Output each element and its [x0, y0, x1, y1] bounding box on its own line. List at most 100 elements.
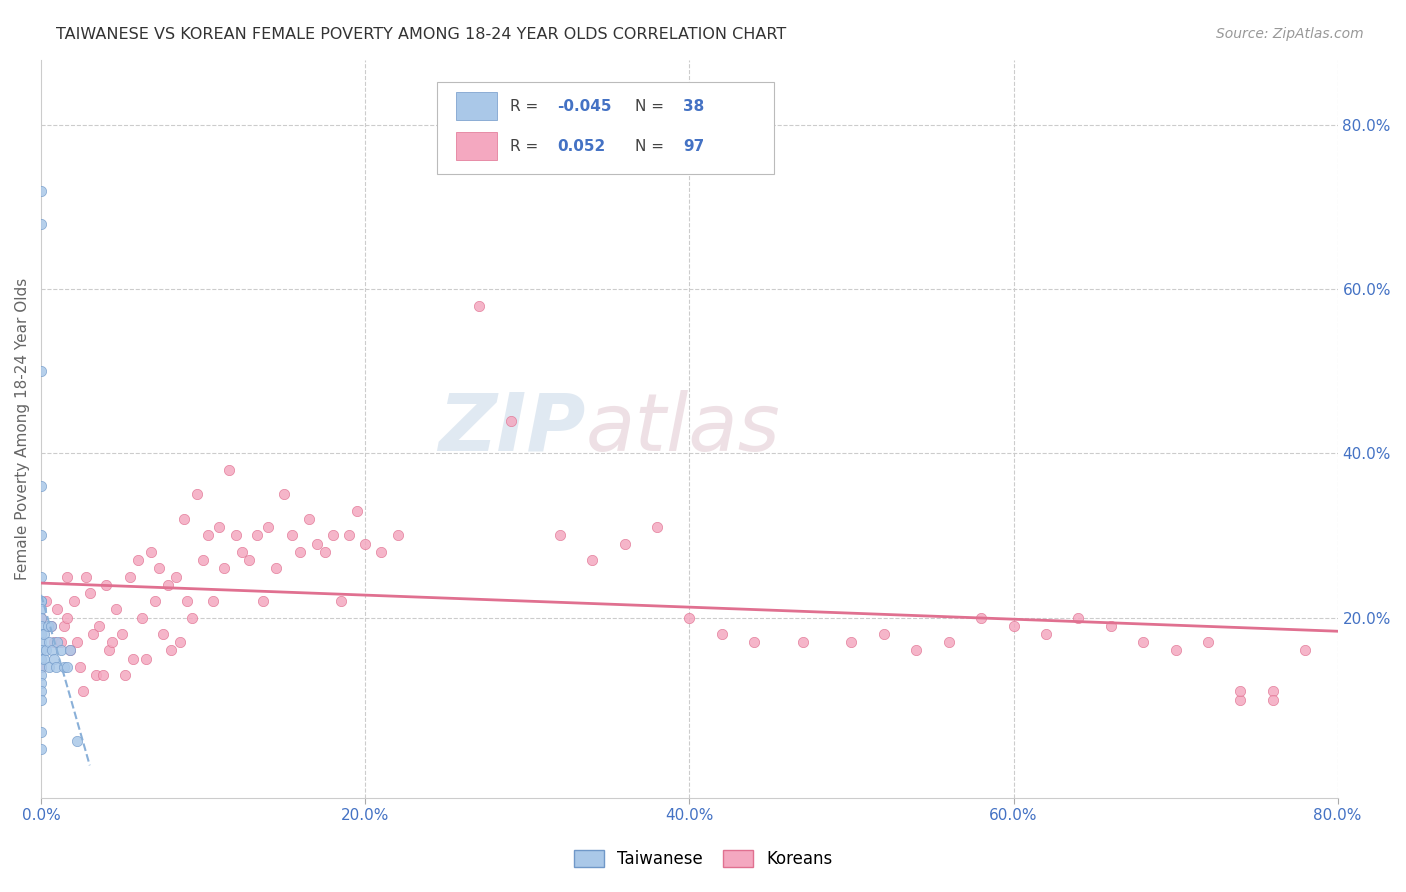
Point: [120, 569, 142, 583]
Point: [30, 364, 52, 378]
Point: [346, 504, 368, 518]
Point: [173, 512, 195, 526]
Point: [290, 545, 312, 559]
Point: [30, 610, 52, 624]
Point: [143, 594, 166, 608]
Point: [30, 217, 52, 231]
Point: [1294, 643, 1316, 657]
Point: [180, 610, 202, 624]
Point: [66, 733, 89, 747]
Point: [34, 627, 56, 641]
Point: [141, 545, 163, 559]
Point: [30, 651, 52, 665]
Point: [45, 660, 67, 674]
Point: [1002, 619, 1025, 633]
Point: [30, 635, 52, 649]
Point: [39, 619, 62, 633]
Point: [169, 635, 191, 649]
Point: [84, 668, 107, 682]
Text: N =: N =: [636, 138, 669, 153]
Point: [970, 610, 993, 624]
Point: [225, 528, 247, 542]
Point: [264, 561, 287, 575]
Point: [742, 635, 765, 649]
Point: [94, 578, 117, 592]
Text: R =: R =: [510, 99, 544, 113]
Point: [337, 528, 360, 542]
Point: [39, 619, 62, 633]
Point: [938, 635, 960, 649]
Point: [30, 692, 52, 706]
Point: [159, 643, 181, 657]
Point: [1164, 643, 1187, 657]
Text: R =: R =: [510, 138, 548, 153]
Point: [1035, 627, 1057, 641]
Point: [613, 537, 636, 551]
Point: [1132, 635, 1154, 649]
Point: [148, 561, 170, 575]
Text: 38: 38: [683, 99, 704, 113]
Point: [322, 528, 344, 542]
Point: [501, 414, 523, 428]
Point: [197, 528, 219, 542]
Point: [208, 520, 231, 534]
Point: [792, 635, 814, 649]
Legend: Taiwanese, Koreans: Taiwanese, Koreans: [567, 843, 839, 875]
Point: [314, 545, 336, 559]
Point: [905, 643, 928, 657]
Point: [1067, 610, 1090, 624]
Text: -0.045: -0.045: [557, 99, 612, 113]
Point: [841, 635, 863, 649]
Text: TAIWANESE VS KOREAN FEMALE POVERTY AMONG 18-24 YEAR OLDS CORRELATION CHART: TAIWANESE VS KOREAN FEMALE POVERTY AMONG…: [56, 27, 786, 42]
Point: [467, 299, 489, 313]
Point: [193, 553, 215, 567]
Point: [46, 602, 69, 616]
Point: [76, 569, 98, 583]
Point: [69, 660, 91, 674]
Point: [30, 594, 52, 608]
Point: [152, 627, 174, 641]
Point: [114, 668, 136, 682]
Point: [1229, 684, 1251, 698]
Point: [49, 635, 72, 649]
Point: [370, 545, 392, 559]
Point: [35, 594, 58, 608]
Text: 97: 97: [683, 138, 704, 153]
Point: [30, 643, 52, 657]
Point: [30, 610, 52, 624]
Point: [548, 528, 571, 542]
Point: [30, 619, 52, 633]
Point: [127, 553, 149, 567]
Bar: [456, 92, 498, 120]
Point: [30, 184, 52, 198]
Point: [710, 627, 733, 641]
Text: Source: ZipAtlas.com: Source: ZipAtlas.com: [1216, 27, 1364, 41]
Point: [49, 643, 72, 657]
Point: [56, 569, 79, 583]
Point: [873, 627, 896, 641]
Point: [201, 594, 224, 608]
Point: [30, 594, 52, 608]
Point: [72, 684, 94, 698]
Point: [30, 602, 52, 616]
Point: [218, 463, 240, 477]
Text: ZIP: ZIP: [439, 390, 586, 467]
Point: [56, 610, 79, 624]
Point: [156, 578, 179, 592]
Point: [257, 520, 280, 534]
Point: [305, 537, 328, 551]
Point: [30, 660, 52, 674]
FancyBboxPatch shape: [436, 82, 773, 174]
Point: [66, 635, 89, 649]
Point: [46, 635, 69, 649]
Point: [52, 619, 75, 633]
Point: [101, 635, 124, 649]
Point: [297, 512, 319, 526]
Point: [91, 668, 114, 682]
Point: [98, 643, 121, 657]
Point: [135, 651, 157, 665]
Point: [1197, 635, 1219, 649]
Point: [104, 602, 127, 616]
Point: [30, 725, 52, 739]
Point: [212, 561, 235, 575]
